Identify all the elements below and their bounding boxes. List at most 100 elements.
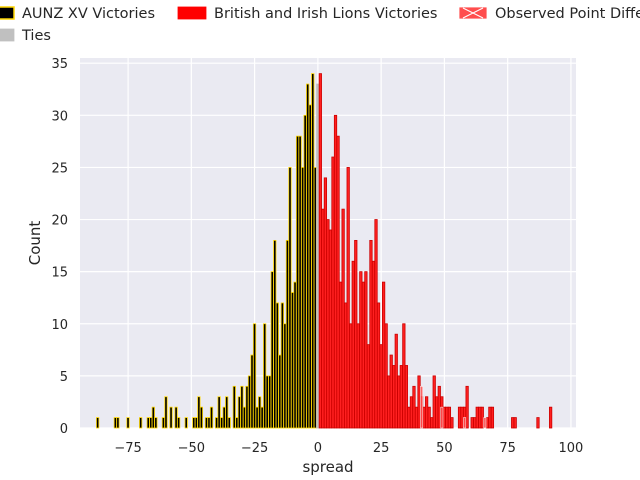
lions-bar: [478, 406, 482, 429]
x-tick-label: 50: [436, 441, 453, 456]
lions-bar: [338, 281, 343, 429]
aunz-bar: [285, 239, 290, 429]
lions-bar: [341, 208, 345, 429]
lions-bar: [389, 354, 393, 429]
aunz-bar: [265, 375, 269, 429]
aunz-bar: [306, 83, 310, 429]
aunz-bar: [298, 135, 302, 429]
y-tick-label: 20: [51, 214, 68, 229]
aunz-bar: [247, 375, 252, 429]
observed-bar: [420, 386, 424, 429]
lions-bar: [407, 406, 411, 429]
lions-bar: [447, 406, 452, 429]
lions-bar: [485, 417, 489, 429]
aunz-bar: [308, 104, 312, 429]
aunz-bar: [252, 323, 257, 429]
x-tick-label: 75: [499, 441, 516, 456]
y-tick-label: 10: [51, 318, 68, 333]
aunz-bar: [258, 396, 262, 429]
legend-label: Observed Point Differential: [495, 6, 640, 22]
aunz-bar: [161, 417, 166, 429]
aunz-bar: [250, 354, 254, 429]
lions-bar: [346, 167, 350, 429]
aunz-bar: [194, 417, 198, 429]
lions-bar: [333, 114, 338, 429]
aunz-bar: [295, 135, 300, 429]
lions-bar: [376, 302, 381, 429]
y-tick-label: 30: [51, 109, 68, 124]
x-tick-label: −25: [241, 441, 268, 456]
y-axis-ticks: 0 5 10 15 20 25 30 35: [51, 57, 68, 437]
aunz-bar: [174, 406, 178, 429]
aunz-bar: [288, 167, 292, 429]
lions-bar: [361, 281, 365, 429]
aunz-bar: [177, 417, 181, 429]
lions-bar: [437, 385, 441, 429]
lions-bar: [354, 239, 358, 429]
aunz-bar: [263, 323, 267, 429]
lions-bar: [414, 406, 419, 429]
lions-bar: [374, 219, 378, 429]
lions-bar: [432, 375, 436, 429]
aunz-bar: [169, 406, 173, 429]
legend-item: Observed Point Differential: [458, 6, 640, 22]
lions-bar: [511, 417, 515, 429]
x-tick-label: −75: [114, 441, 141, 456]
lions-bar: [397, 375, 401, 429]
lions-bar: [536, 417, 540, 429]
lions-bar: [351, 260, 355, 429]
lions-bar: [326, 219, 330, 429]
lions-bar: [422, 406, 426, 429]
aunz-bar: [222, 406, 226, 429]
aunz-bar: [116, 417, 120, 429]
aunz-bar: [151, 406, 155, 429]
aunz-bar: [313, 167, 317, 429]
observed-bar: [483, 417, 487, 429]
tie-bar: [316, 83, 320, 429]
aunz-bar: [214, 417, 219, 429]
aunz-bar: [154, 417, 158, 429]
legend-item: Ties: [0, 28, 51, 44]
lions-bar: [379, 344, 383, 429]
y-tick-label: 5: [60, 370, 68, 385]
lions-bar: [399, 365, 403, 429]
aunz-bar: [242, 406, 247, 429]
lions-bar: [384, 323, 388, 429]
aunz-bar: [260, 406, 264, 429]
lions-bar: [359, 271, 363, 429]
lions-bar: [480, 406, 484, 429]
aunz-bar: [164, 396, 168, 429]
aunz-bar: [232, 385, 236, 429]
lions-bar: [442, 406, 446, 429]
aunz-bar: [301, 167, 305, 429]
lions-bar: [549, 406, 553, 429]
aunz-bar: [204, 417, 209, 429]
lions-bar: [369, 239, 373, 429]
legend-label: Ties: [21, 28, 51, 44]
aunz-bar: [268, 375, 272, 429]
lions-bar: [402, 323, 406, 429]
aunz-bar: [245, 385, 249, 429]
legend-item: AUNZ XV Victories: [0, 6, 155, 22]
aunz-bar: [240, 385, 244, 429]
lions-bar: [336, 135, 340, 429]
aunz-bar: [139, 417, 143, 429]
lions-bar: [349, 323, 353, 429]
aunz-bar: [192, 417, 196, 429]
legend-item: British and Irish Lions Victories: [177, 6, 437, 22]
lions-bar: [371, 260, 376, 429]
legend: AUNZ XV Victories Ties British and Irish L…: [0, 6, 640, 44]
aunz-bar: [197, 396, 201, 429]
x-tick-label: −50: [178, 441, 205, 456]
lions-bar: [513, 417, 517, 429]
aunz-bar: [290, 292, 295, 429]
aunz-bar: [113, 417, 117, 429]
legend-swatch: [0, 6, 15, 20]
legend-swatch: [0, 28, 15, 42]
lions-bar: [445, 406, 449, 429]
y-axis-label: Count: [26, 221, 44, 266]
lions-bar: [409, 396, 414, 429]
lions-bar: [470, 417, 474, 429]
lions-bar: [460, 406, 464, 429]
lions-bar: [404, 365, 408, 429]
